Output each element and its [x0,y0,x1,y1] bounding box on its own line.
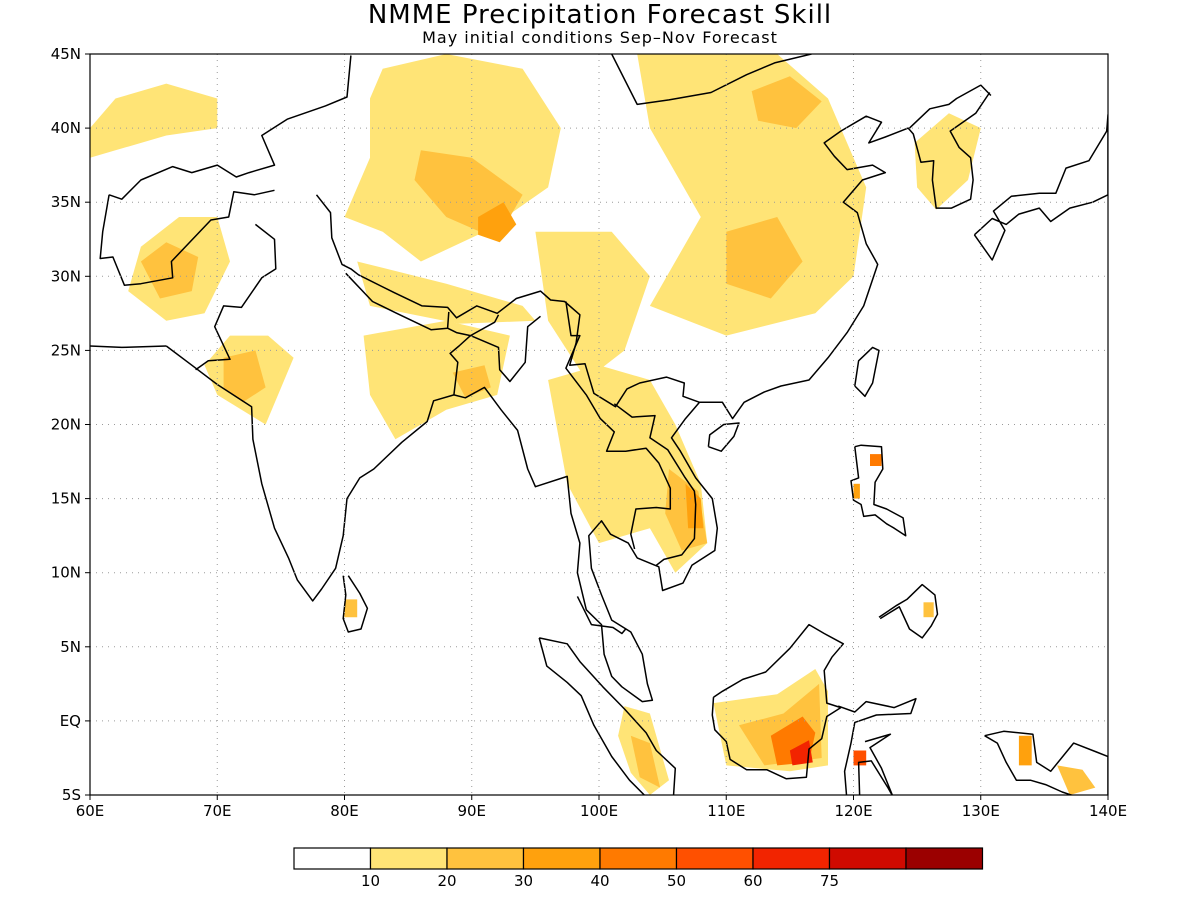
legend-swatch [752,847,831,870]
x-tick-label: 70E [203,802,232,820]
coastline [345,272,450,331]
coastline [99,189,275,286]
skill-region [726,217,803,299]
legend-swatch [293,847,372,870]
y-tick-label: 45N [51,45,81,63]
y-tick-label: 35N [51,193,81,211]
skill-region [548,365,708,573]
x-tick-label: 90E [457,802,486,820]
x-tick-label: 60E [76,802,105,820]
skill-region [665,469,708,551]
skill-region [363,320,510,440]
coastline [342,575,369,633]
coastline [854,346,880,398]
skill-region [1057,765,1096,795]
x-tick-label: 130E [962,802,1000,820]
legend-label: 40 [590,872,609,890]
skill-region [685,483,704,529]
coastline [711,623,845,780]
legend-label: 10 [361,872,380,890]
coastline [837,697,917,795]
color-legend: 10 20 30 40 50 60 75 [293,847,984,890]
legend-swatch [446,847,525,870]
coastline [707,422,740,452]
skill-region [914,113,981,210]
skill-region [140,242,199,299]
coastline [195,223,277,371]
x-tick-label: 140E [1089,802,1127,820]
coastline [449,314,500,395]
chart-subtitle: May initial conditions Sep–Nov Forecast [422,28,778,47]
skill-region [223,350,266,403]
coastline [90,345,167,349]
skill-region [853,750,867,766]
skill-region [870,454,882,466]
y-tick-label: 20N [51,416,81,434]
skill-region [751,76,822,129]
coastline [908,84,992,129]
legend-label: 20 [437,872,456,890]
x-tick-label: 80E [330,802,359,820]
skill-region [535,231,650,380]
coastline [878,583,939,639]
legend-label: 50 [667,872,686,890]
legend-swatch [675,847,754,870]
coastline [165,92,991,703]
legend-swatch [599,847,678,870]
y-tick-label: 40N [51,119,81,137]
coastline [447,315,541,383]
coastline [984,730,1108,795]
y-tick-label: 5S [62,786,81,804]
coastlines [90,54,1108,795]
coastline [315,194,700,408]
y-tick-label: 15N [51,490,81,508]
skill-region [478,202,517,243]
y-tick-label: 30N [51,267,81,285]
coastline [973,114,1108,261]
x-tick-label: 100E [580,802,618,820]
skill-region [90,83,218,158]
axis-ticks: 60E 70E 80E 90E 100E 110E 120E 130E 140E 5S EQ 5N 10… [51,45,1127,820]
skill-field [90,54,1096,795]
skill-region [789,740,813,766]
skill-region [357,261,536,324]
legend-swatch [522,847,601,870]
legend-label: 75 [820,872,839,890]
legend-swatch [828,847,907,870]
y-tick-label: 10N [51,564,81,582]
x-tick-label: 120E [834,802,872,820]
skill-region [637,54,867,336]
legend-label: 60 [743,872,762,890]
coastline [576,596,627,635]
y-tick-label: EQ [60,712,81,730]
skill-region [923,602,934,618]
coastline [565,301,672,550]
skill-region [853,483,860,499]
chart-title: NMME Precipitation Forecast Skill [367,0,833,30]
coastline [433,54,435,55]
coastline [108,55,352,200]
coastline [611,54,812,106]
y-tick-label: 5N [60,638,81,656]
legend-label: 30 [514,872,533,890]
coastline [538,637,677,795]
skill-region [1018,735,1032,766]
coastline [850,444,907,537]
legend-swatch [369,847,448,870]
x-tick-label: 110E [707,802,745,820]
coastline [613,403,697,566]
y-tick-label: 25N [51,341,81,359]
legend-swatch [905,847,984,870]
skill-region [344,599,358,618]
skill-region [630,735,661,788]
